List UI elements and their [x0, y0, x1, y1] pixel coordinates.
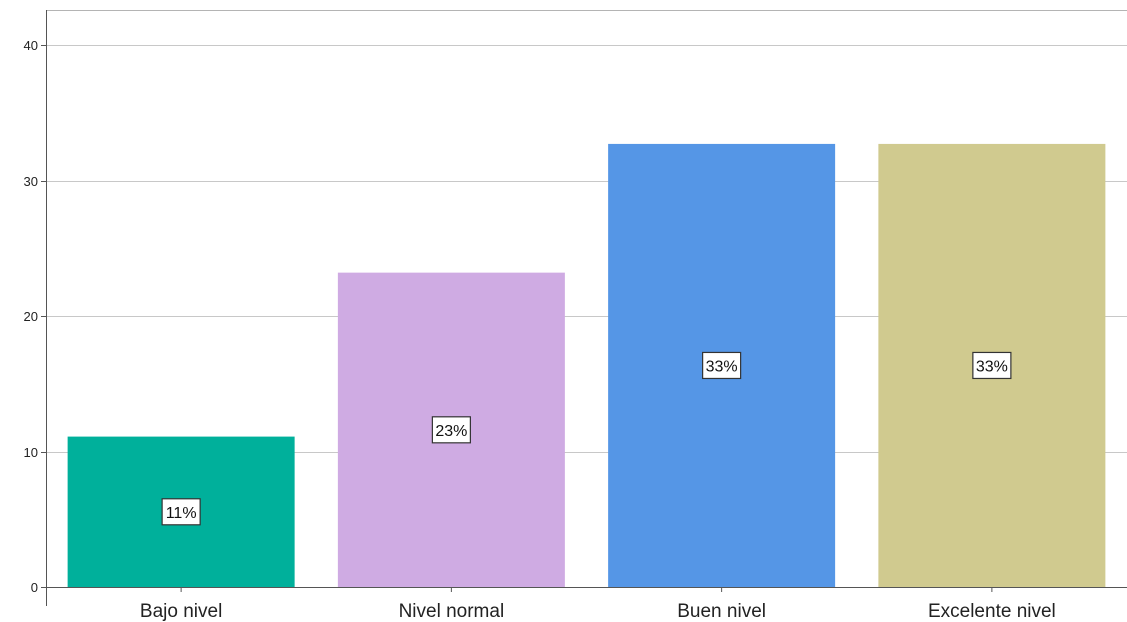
x-tick-label: Buen nivel [677, 601, 766, 622]
y-tick-label: 0 [31, 580, 38, 595]
x-tick-label: Nivel normal [399, 601, 505, 622]
y-tick-label: 30 [24, 174, 38, 189]
data-label-box [702, 351, 742, 380]
y-tick-label: 20 [24, 309, 38, 324]
y-axis-ticks: 0 10 20 30 40 [24, 38, 46, 595]
x-tick-label: Excelente nivel [928, 601, 1056, 622]
data-label-box [972, 351, 1012, 380]
data-labels: 11% 23% 33% 33% [161, 351, 1012, 526]
data-label: 23% [435, 423, 467, 440]
data-label-box [161, 498, 201, 526]
y-tick-label: 10 [24, 445, 38, 460]
x-tick-label: Bajo nivel [140, 601, 222, 622]
data-label-box [431, 416, 471, 444]
bars [67, 143, 1106, 588]
plot-frame [46, 10, 1127, 606]
data-label: 33% [976, 358, 1008, 375]
data-label: 11% [166, 505, 197, 522]
data-label: 33% [706, 358, 738, 375]
x-axis-ticks: Bajo nivel Nivel normal Buen nivel Excelent… [140, 587, 1056, 622]
y-tick-label: 40 [24, 38, 38, 53]
